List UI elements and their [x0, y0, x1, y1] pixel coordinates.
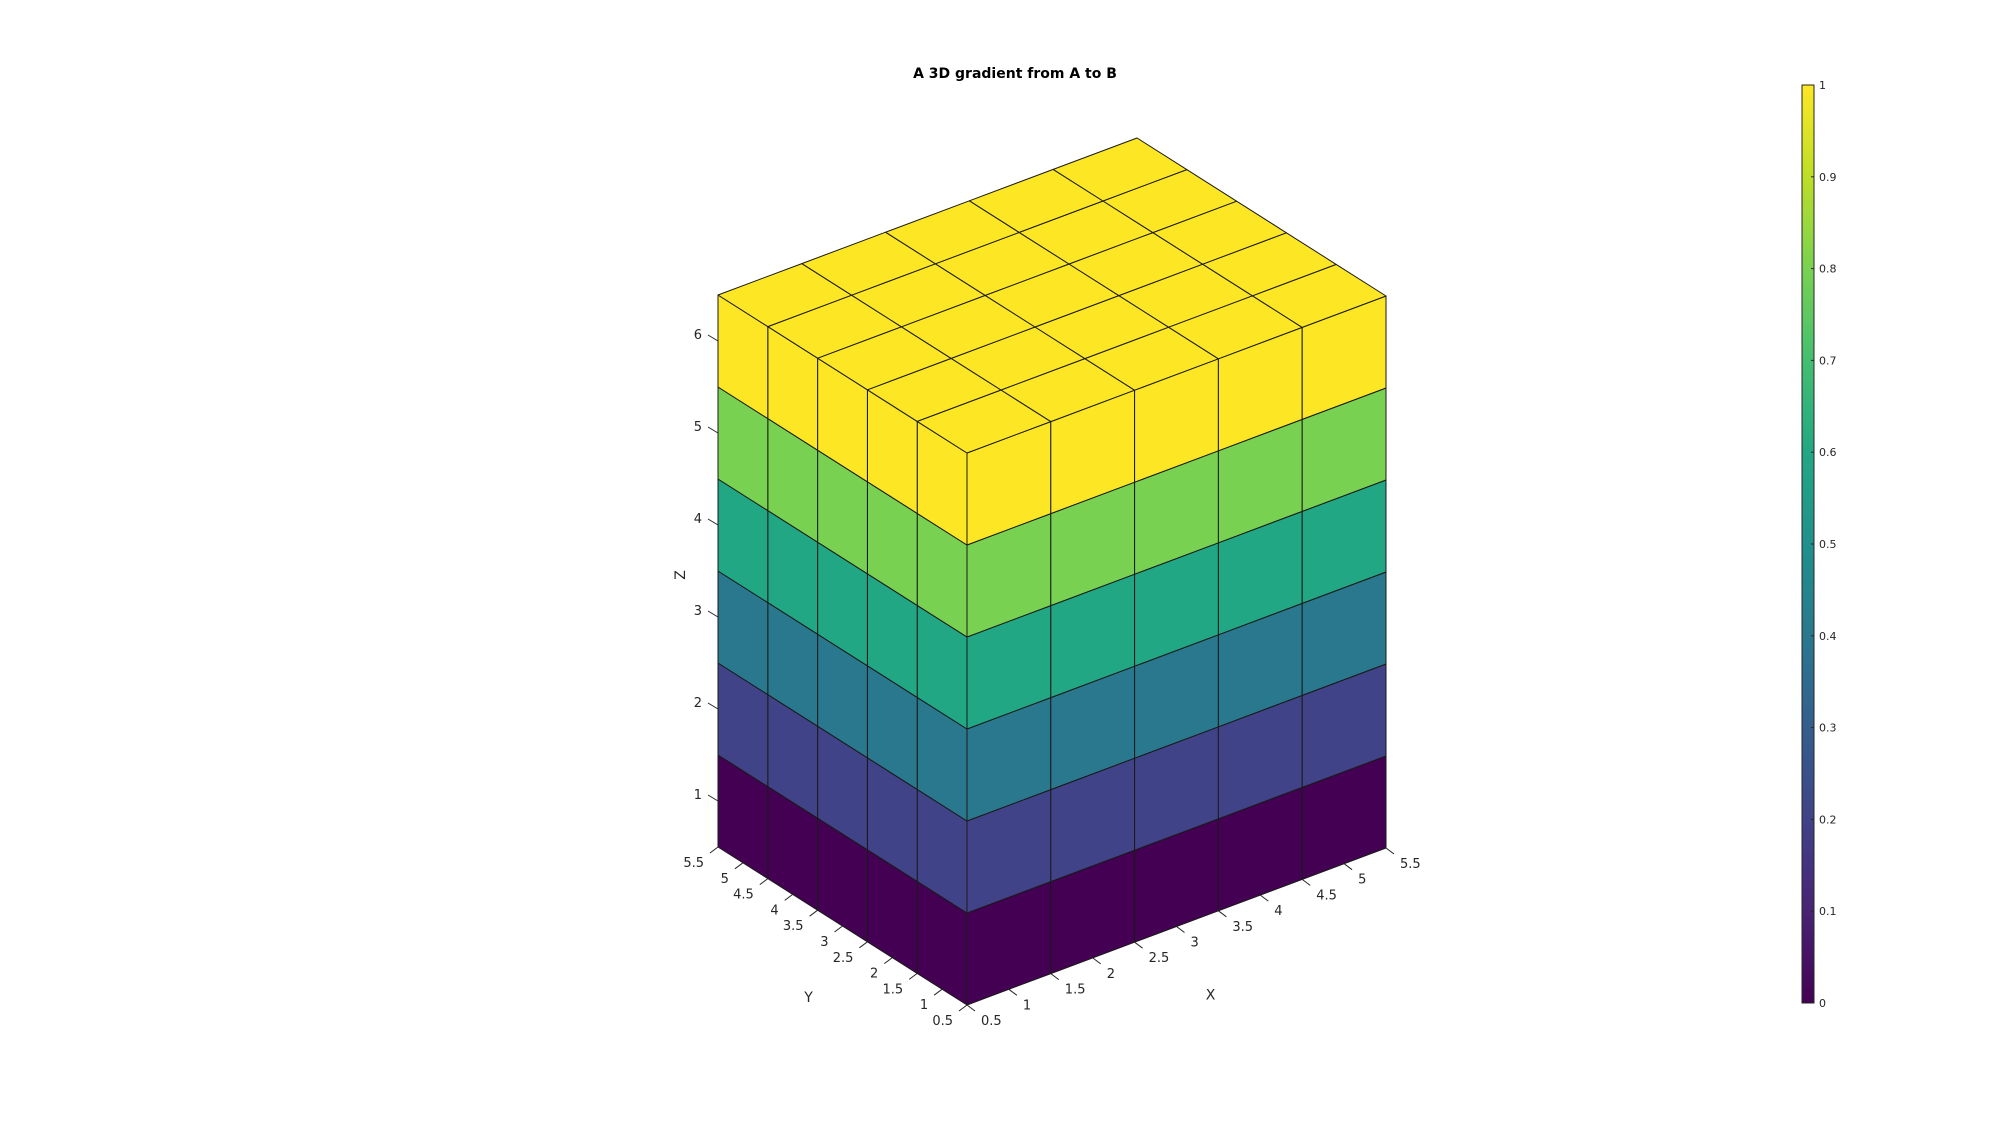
z-tick-label: 6 [694, 328, 702, 343]
x-tick-label: 3.5 [1232, 920, 1253, 935]
y-axis-label: Y [803, 990, 813, 1006]
y-tick-label: 2.5 [833, 951, 854, 966]
colorbar-tick-label: 0.7 [1819, 354, 1837, 367]
colorbar: 0 0.1 0.2 0.3 0.4 0.5 0.6 0.7 0.8 0.9 1 [1801, 79, 1837, 1010]
x-tick-label: 1.5 [1065, 983, 1086, 998]
chart-title: A 3D gradient from A to B [913, 66, 1117, 82]
x-tick-label: 4.5 [1316, 888, 1337, 903]
z-tick-label: 3 [694, 604, 702, 619]
z-tick-label: 2 [694, 696, 702, 711]
x-tick-label: 2 [1107, 967, 1115, 982]
y-tick [908, 973, 918, 980]
colorbar-tick-label: 0.6 [1819, 446, 1837, 459]
y-tick-label: 2 [870, 967, 878, 982]
z-tick [707, 518, 719, 526]
y-tick [958, 1004, 968, 1012]
y-tick [834, 925, 843, 933]
x-tick [1092, 957, 1101, 965]
x-tick-label: 2.5 [1149, 951, 1170, 966]
y-tick-label: 1 [920, 998, 928, 1013]
colorbar-tick-label: 0.8 [1819, 263, 1837, 276]
y-tick [734, 862, 744, 870]
z-axis-label: Z [673, 570, 689, 580]
y-tick [933, 988, 943, 996]
colorbar-tick-label: 0 [1819, 997, 1826, 1010]
axes: 0.5 1 1.5 2 2.5 3 3.5 4 4.5 5 5.5 0.5 1 1.5 2 2.5 3 3.5 4 4… [673, 328, 1421, 1029]
z-tick [707, 702, 719, 710]
x-axis-label: X [1206, 988, 1216, 1004]
x-tick [966, 1004, 976, 1012]
colorbar-tick-label: 0.2 [1819, 813, 1837, 826]
y-tick-label: 5.5 [683, 856, 704, 871]
z-tick [707, 334, 719, 342]
z-tick-label: 1 [694, 788, 702, 803]
x-tick [1385, 847, 1395, 855]
z-tick-label: 4 [694, 512, 702, 527]
x-tick [1050, 973, 1060, 980]
x-tick [1176, 926, 1185, 933]
x-tick [1301, 879, 1311, 886]
x-tick-label: 5 [1358, 873, 1366, 888]
voxel-face-top [1052, 137, 1188, 202]
x-tick-label: 0.5 [981, 1014, 1002, 1029]
y-tick-label: 0.5 [932, 1014, 953, 1029]
colorbar-tick-label: 0.5 [1819, 538, 1837, 551]
x-tick-label: 4 [1274, 904, 1282, 919]
x-tick [1343, 863, 1353, 871]
z-tick [707, 426, 719, 434]
x-tick [1008, 988, 1018, 996]
z-tick [707, 794, 719, 802]
y-tick-label: 3.5 [783, 919, 804, 934]
colorbar-tick-label: 0.3 [1819, 722, 1837, 735]
x-tick [1134, 941, 1143, 949]
x-tick-label: 3 [1191, 936, 1199, 951]
y-tick [883, 957, 893, 964]
y-tick-label: 5 [721, 872, 729, 887]
z-tick [707, 610, 719, 618]
voxel-faces [717, 137, 1387, 1006]
x-tick [1218, 910, 1227, 918]
z-tick-label: 5 [694, 420, 702, 435]
y-tick-label: 3 [820, 935, 828, 950]
y-tick-label: 4.5 [733, 888, 754, 903]
y-tick [809, 909, 818, 917]
y-tick [759, 878, 769, 885]
x-tick [1260, 894, 1269, 902]
x-tick-label: 5.5 [1400, 857, 1421, 872]
y-tick [709, 846, 719, 854]
y-tick-label: 4 [770, 903, 778, 918]
y-tick-label: 1.5 [883, 982, 904, 997]
colorbar-tick-label: 0.9 [1819, 171, 1837, 184]
colorbar-tick-label: 0.4 [1819, 630, 1837, 643]
colorbar-tick-label: 1 [1819, 79, 1826, 92]
y-tick [784, 894, 794, 901]
y-tick [859, 941, 868, 949]
x-tick-label: 1 [1023, 998, 1031, 1013]
colorbar-tick-label: 0.1 [1819, 905, 1837, 918]
